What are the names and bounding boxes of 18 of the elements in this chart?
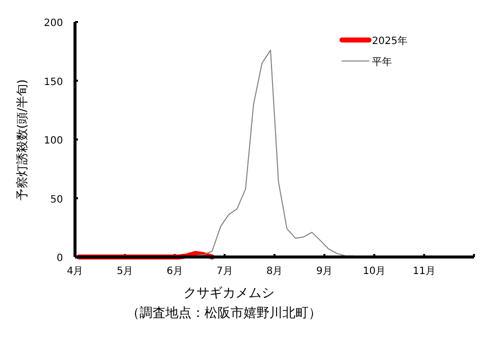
- x-tick-label: 10月: [362, 266, 386, 277]
- y-tick-label: 100: [44, 136, 63, 146]
- y-tick-label: 0: [56, 253, 63, 264]
- y-axis-title: 予察灯誘殺数(頭/半旬): [15, 79, 29, 201]
- x-tick-label: 9月: [316, 266, 333, 277]
- text: クサギカメムシ: [184, 286, 274, 301]
- x-tick-label: 6月: [166, 266, 183, 277]
- x-tick-label: 11月: [412, 266, 436, 277]
- x-tick-label: 8月: [266, 266, 283, 277]
- y-tick-label: 50: [50, 194, 63, 206]
- x-tick-label: 7月: [216, 266, 233, 277]
- x-tick-label: 5月: [116, 266, 134, 277]
- text: （調査地点：松阪市嬉野川北町）: [126, 306, 322, 321]
- x-tick-label: 4月: [66, 266, 84, 277]
- y-tick-label: 150: [44, 76, 63, 88]
- legend-label: 2025年: [372, 35, 408, 47]
- legend-label: 平年: [372, 56, 392, 68]
- y-tick-label: 200: [44, 18, 63, 29]
